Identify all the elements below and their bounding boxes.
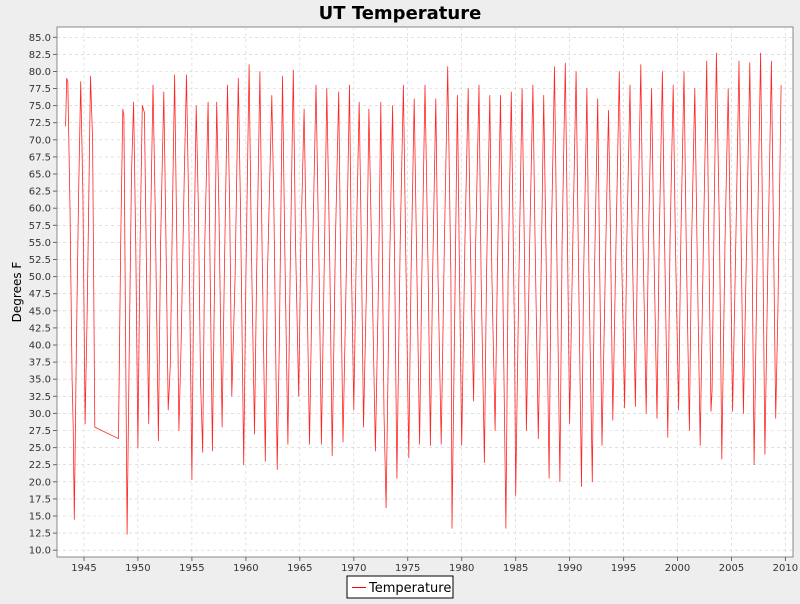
x-tick-label: 1950 [125, 563, 150, 574]
y-tick-label: 65.0 [29, 170, 51, 181]
y-tick-label: 10.0 [29, 546, 51, 557]
y-tick-label: 80.0 [29, 67, 51, 78]
x-tick-label: 2005 [719, 563, 744, 574]
series-layer [65, 52, 782, 535]
y-tick-label: 40.0 [29, 341, 51, 352]
x-tick-label: 1970 [341, 563, 366, 574]
y-tick-label: 35.0 [29, 375, 51, 386]
y-tick-label: 32.5 [29, 392, 51, 403]
x-tick-label: 1955 [179, 563, 204, 574]
series-line-temperature [65, 52, 782, 535]
y-tick-label: 15.0 [29, 512, 51, 523]
y-axis: 10.0 12.5 15.0 17.5 20.0 22.5 25.0 27.5 30.0 32.5… [29, 33, 57, 557]
x-axis: 1945 1950 1955 1960 1965 1970 1975 1980 1985 1990… [71, 557, 798, 574]
y-tick-label: 60.0 [29, 204, 51, 215]
y-tick-label: 55.0 [29, 238, 51, 249]
y-tick-label: 12.5 [29, 529, 51, 540]
y-tick-label: 37.5 [29, 358, 51, 369]
legend-box [346, 575, 454, 599]
x-tick-label: 1985 [503, 563, 528, 574]
y-tick-label: 70.0 [29, 135, 51, 146]
y-tick-label: 57.5 [29, 221, 51, 232]
y-tick-label: 20.0 [29, 477, 51, 488]
y-axis-label: Degrees F [10, 262, 24, 323]
y-tick-label: 77.5 [29, 84, 51, 95]
x-tick-label: 1990 [557, 563, 582, 574]
legend: Temperature [346, 575, 454, 599]
x-tick-label: 1960 [233, 563, 258, 574]
chart-title: UT Temperature [319, 3, 482, 24]
y-tick-label: 67.5 [29, 152, 51, 163]
y-tick-label: 72.5 [29, 118, 51, 129]
y-tick-label: 62.5 [29, 187, 51, 198]
x-tick-label: 2000 [665, 563, 690, 574]
y-tick-label: 27.5 [29, 426, 51, 437]
x-tick-label: 1995 [611, 563, 636, 574]
y-tick-label: 52.5 [29, 255, 51, 266]
y-tick-label: 82.5 [29, 50, 51, 61]
y-tick-label: 25.0 [29, 443, 51, 454]
y-tick-label: 17.5 [29, 494, 51, 505]
y-tick-label: 22.5 [29, 460, 51, 471]
y-tick-label: 42.5 [29, 323, 51, 334]
y-tick-label: 45.0 [29, 306, 51, 317]
x-tick-label: 1965 [287, 563, 312, 574]
y-tick-label: 30.0 [29, 409, 51, 420]
y-tick-label: 75.0 [29, 101, 51, 112]
x-tick-label: 1945 [71, 563, 96, 574]
x-tick-label: 1975 [395, 563, 420, 574]
legend-label-temperature: Temperature [368, 581, 451, 596]
x-tick-label: 2010 [773, 563, 798, 574]
plot-area [56, 26, 794, 558]
x-tick-label: 1980 [449, 563, 474, 574]
y-tick-label: 47.5 [29, 289, 51, 300]
y-tick-label: 50.0 [29, 272, 51, 283]
y-tick-label: 85.0 [29, 33, 51, 44]
